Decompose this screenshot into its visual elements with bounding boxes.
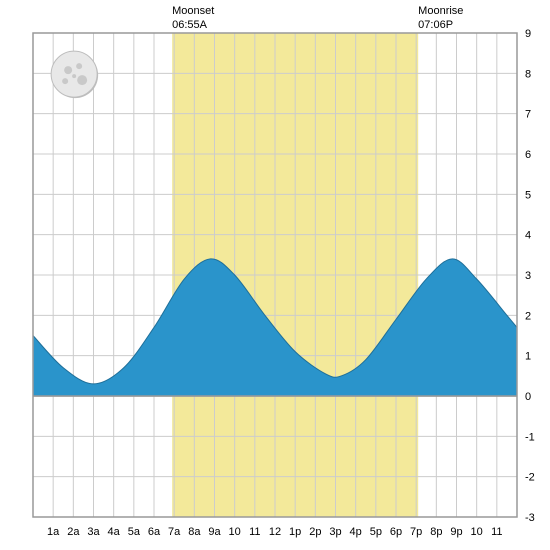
y-tick-label: 4 bbox=[525, 230, 531, 242]
y-tick-label: -3 bbox=[525, 512, 535, 524]
y-tick-label: 2 bbox=[525, 310, 531, 322]
y-tick-label: 6 bbox=[525, 149, 531, 161]
moonrise-time: 07:06P bbox=[418, 19, 453, 31]
y-tick-label: 1 bbox=[525, 351, 531, 363]
moon-crater bbox=[62, 78, 68, 84]
moonrise-label: Moonrise bbox=[418, 5, 463, 17]
x-tick-label: 1a bbox=[47, 526, 60, 538]
x-tick-label: 2p bbox=[309, 526, 321, 538]
x-tick-label: 1p bbox=[289, 526, 301, 538]
x-tick-label: 8a bbox=[188, 526, 201, 538]
x-tick-label: 3a bbox=[87, 526, 100, 538]
x-tick-label: 9a bbox=[208, 526, 221, 538]
x-tick-label: 5a bbox=[128, 526, 141, 538]
x-tick-label: 4a bbox=[108, 526, 121, 538]
moon-crater bbox=[77, 75, 87, 85]
x-tick-label: 10 bbox=[471, 526, 483, 538]
x-tick-label: 2a bbox=[67, 526, 80, 538]
moon-crater bbox=[76, 63, 82, 69]
moonset-label: Moonset bbox=[172, 5, 214, 17]
moon-crater bbox=[64, 66, 72, 74]
moon-crater bbox=[72, 74, 76, 78]
y-tick-label: 0 bbox=[525, 391, 531, 403]
x-tick-label: 5p bbox=[370, 526, 382, 538]
x-tick-label: 7p bbox=[410, 526, 422, 538]
x-tick-label: 12 bbox=[269, 526, 281, 538]
moonset-time: 06:55A bbox=[172, 19, 208, 31]
x-tick-label: 10 bbox=[229, 526, 241, 538]
x-tick-label: 9p bbox=[450, 526, 462, 538]
y-tick-label: 9 bbox=[525, 28, 531, 40]
y-tick-label: 5 bbox=[525, 189, 531, 201]
chart-svg: -3-2-101234567891a2a3a4a5a6a7a8a9a101112… bbox=[0, 0, 550, 550]
x-tick-label: 6p bbox=[390, 526, 402, 538]
y-tick-label: -2 bbox=[525, 472, 535, 484]
tide-chart: -3-2-101234567891a2a3a4a5a6a7a8a9a101112… bbox=[0, 0, 550, 550]
x-tick-label: 6a bbox=[148, 526, 161, 538]
x-tick-label: 7a bbox=[168, 526, 181, 538]
x-tick-label: 11 bbox=[491, 526, 502, 538]
x-tick-label: 11 bbox=[249, 526, 260, 538]
x-tick-label: 3p bbox=[329, 526, 341, 538]
y-tick-label: 8 bbox=[525, 68, 531, 80]
x-tick-label: 8p bbox=[430, 526, 442, 538]
x-tick-label: 4p bbox=[350, 526, 362, 538]
y-tick-label: 7 bbox=[525, 109, 531, 121]
y-tick-label: -1 bbox=[525, 431, 535, 443]
y-tick-label: 3 bbox=[525, 270, 531, 282]
